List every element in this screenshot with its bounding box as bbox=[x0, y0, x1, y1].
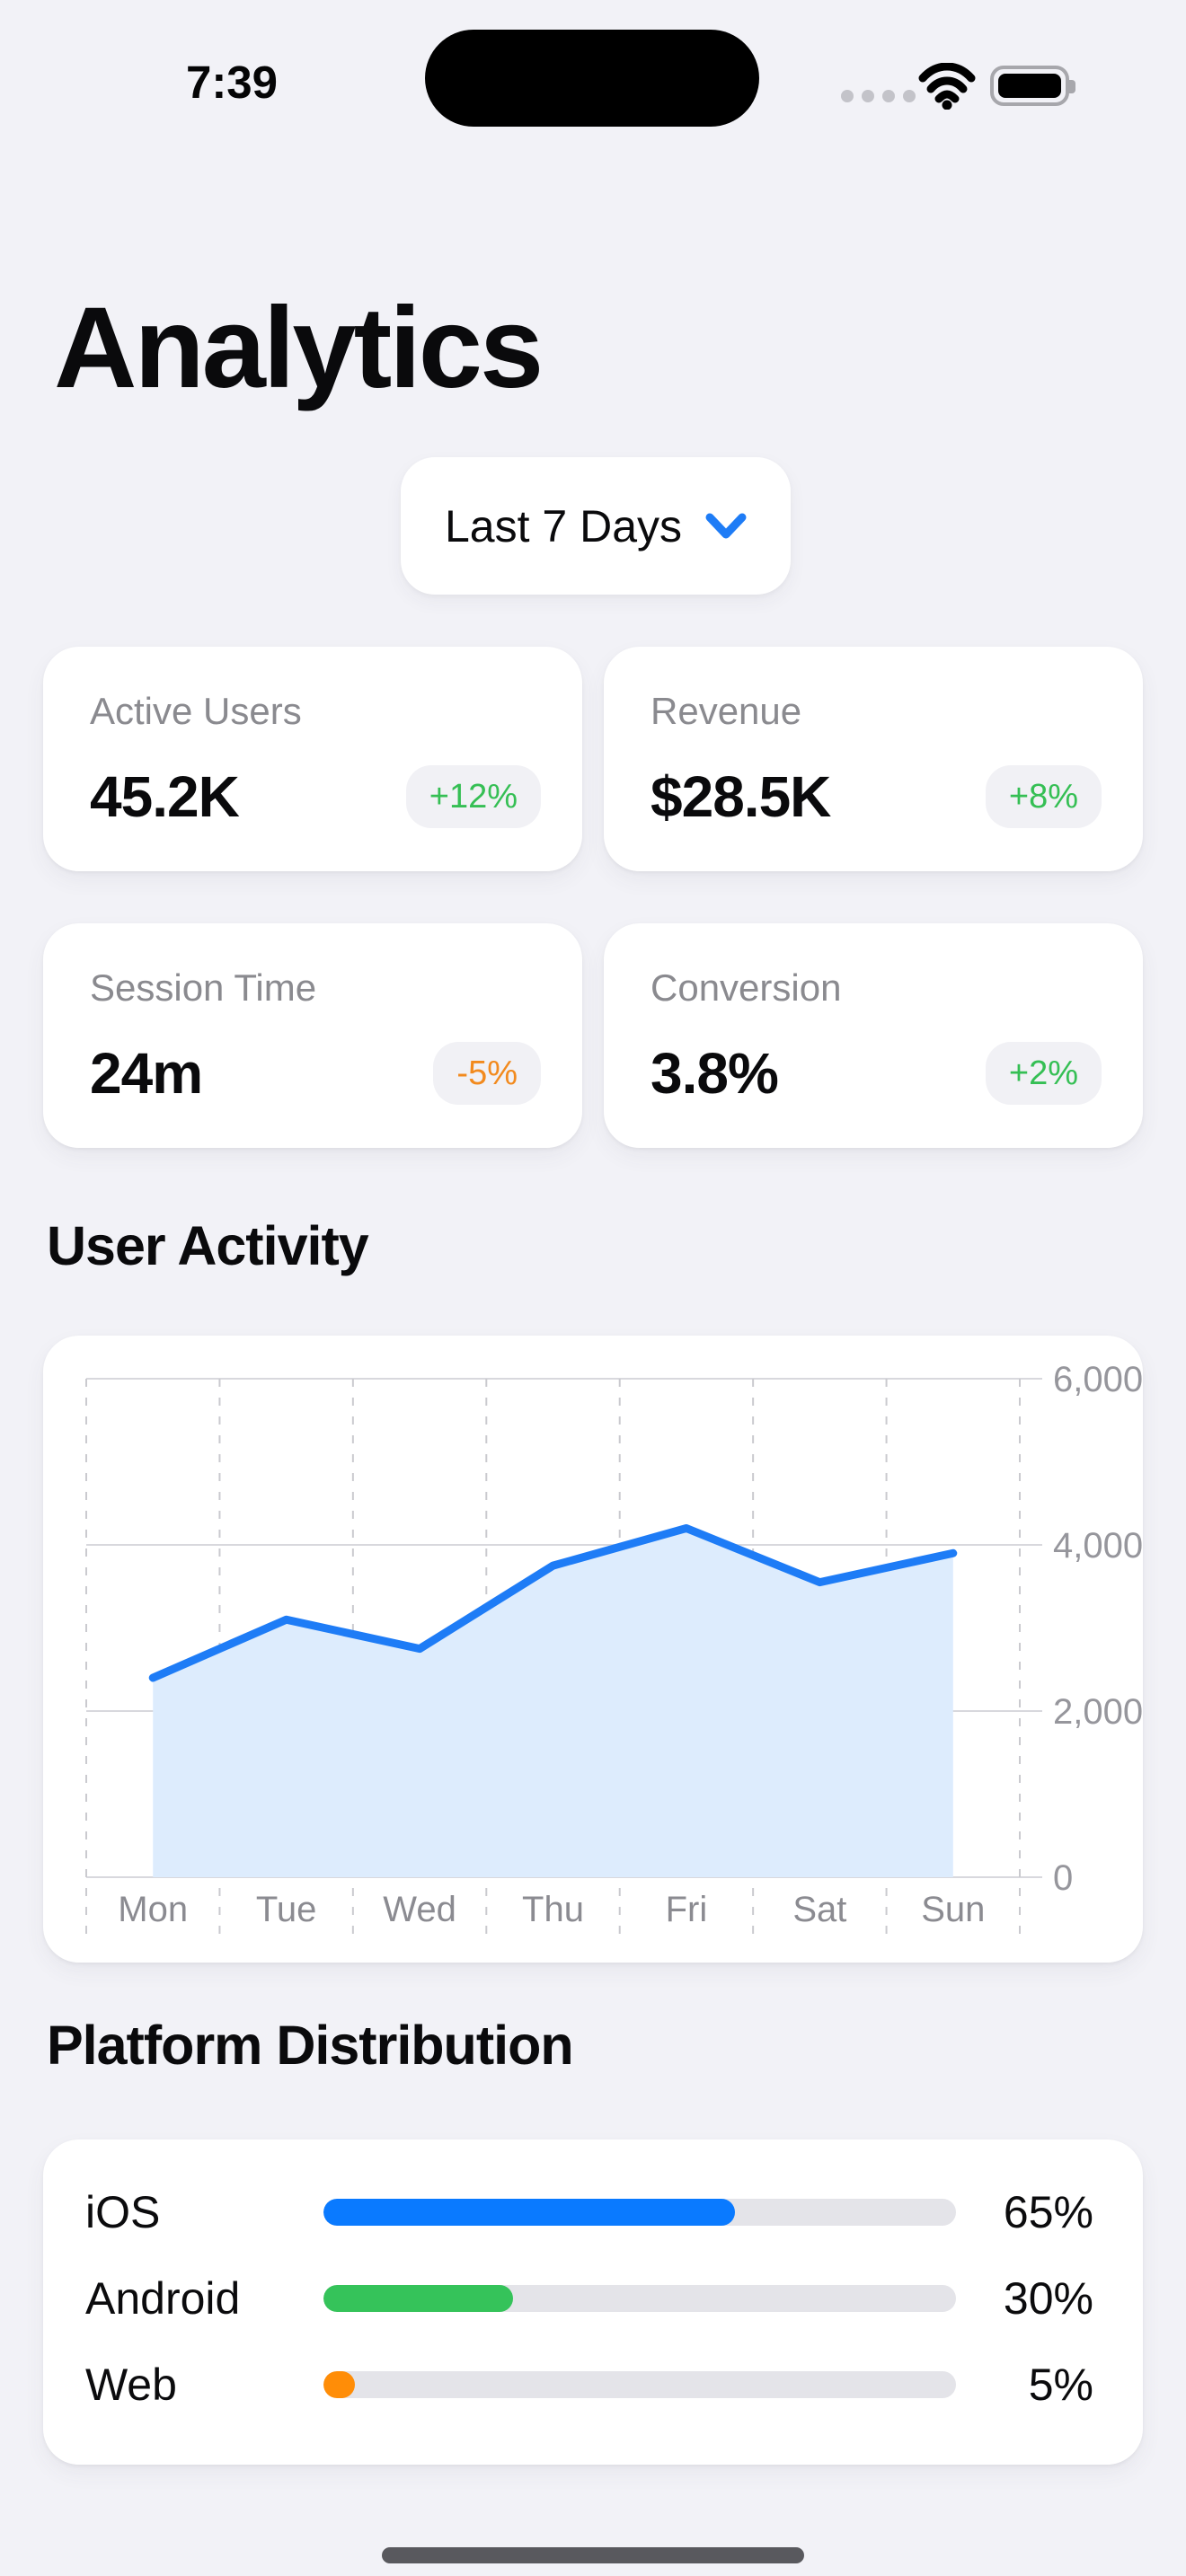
stat-label: Revenue bbox=[651, 690, 802, 732]
svg-text:4,000: 4,000 bbox=[1053, 1526, 1143, 1566]
section-heading-user-activity: User Activity bbox=[47, 1215, 369, 1276]
battery-icon bbox=[990, 66, 1075, 106]
progress-fill bbox=[323, 2371, 356, 2398]
svg-text:6,000: 6,000 bbox=[1053, 1360, 1143, 1399]
home-indicator[interactable] bbox=[382, 2547, 804, 2563]
wifi-icon bbox=[918, 62, 976, 114]
svg-text:Sat: Sat bbox=[792, 1890, 846, 1929]
dynamic-island bbox=[425, 30, 759, 127]
progress-track bbox=[323, 2285, 956, 2312]
stat-card-conversion: Conversion 3.8% +2% bbox=[604, 923, 1143, 1148]
svg-text:Sun: Sun bbox=[921, 1890, 985, 1929]
svg-text:Mon: Mon bbox=[118, 1890, 188, 1929]
svg-text:Fri: Fri bbox=[666, 1890, 708, 1929]
svg-text:Wed: Wed bbox=[383, 1890, 456, 1929]
section-heading-platform-distribution: Platform Distribution bbox=[47, 2015, 574, 2076]
status-time: 7:39 bbox=[185, 57, 279, 108]
stat-value: 3.8% bbox=[651, 1041, 779, 1106]
stat-card-revenue: Revenue $28.5K +8% bbox=[604, 647, 1143, 871]
stat-label: Session Time bbox=[90, 966, 317, 1009]
stat-change-badge: +8% bbox=[985, 765, 1102, 828]
page-title: Analytics bbox=[54, 284, 544, 412]
stat-value: 24m bbox=[90, 1041, 203, 1106]
stat-card-session-time: Session Time 24m -5% bbox=[43, 923, 582, 1148]
svg-text:2,000: 2,000 bbox=[1053, 1692, 1143, 1732]
platform-percent: 30% bbox=[1003, 2273, 1093, 2324]
platform-distribution-card: iOS 65% Android 30% Web 5% bbox=[43, 2139, 1143, 2465]
svg-text:Thu: Thu bbox=[522, 1890, 584, 1929]
cellular-dots-icon bbox=[841, 90, 916, 102]
platform-label: Web bbox=[85, 2360, 177, 2410]
stat-change-badge: +12% bbox=[405, 765, 541, 828]
platform-percent: 65% bbox=[1003, 2187, 1093, 2237]
progress-track bbox=[323, 2371, 956, 2398]
stat-change-badge: +2% bbox=[985, 1042, 1102, 1105]
platform-label: Android bbox=[85, 2273, 241, 2324]
stat-value: $28.5K bbox=[651, 764, 831, 829]
platform-label: iOS bbox=[85, 2187, 161, 2237]
stat-card-active-users: Active Users 45.2K +12% bbox=[43, 647, 582, 871]
stat-label: Active Users bbox=[90, 690, 302, 732]
progress-fill bbox=[323, 2285, 514, 2312]
stats-grid: Active Users 45.2K +12% Revenue $28.5K +… bbox=[43, 647, 1143, 1148]
svg-text:0: 0 bbox=[1053, 1858, 1073, 1898]
progress-track bbox=[323, 2199, 956, 2226]
platform-percent: 5% bbox=[1028, 2360, 1093, 2410]
date-range-dropdown[interactable]: Last 7 Days bbox=[401, 457, 791, 595]
platform-row-ios: iOS 65% bbox=[85, 2187, 1093, 2237]
user-activity-chart: 0 2,000 4,000 6,000 Mon Tue Wed Thu Fri Sat Sun bbox=[43, 1336, 1143, 1963]
stat-value: 45.2K bbox=[90, 764, 240, 829]
stat-change-badge: -5% bbox=[433, 1042, 541, 1105]
platform-row-android: Android 30% bbox=[85, 2273, 1093, 2324]
stat-label: Conversion bbox=[651, 966, 842, 1009]
chevron-down-icon bbox=[705, 513, 747, 540]
progress-fill bbox=[323, 2199, 735, 2226]
platform-row-web: Web 5% bbox=[85, 2360, 1093, 2410]
svg-text:Tue: Tue bbox=[256, 1890, 316, 1929]
date-range-label: Last 7 Days bbox=[444, 500, 682, 551]
